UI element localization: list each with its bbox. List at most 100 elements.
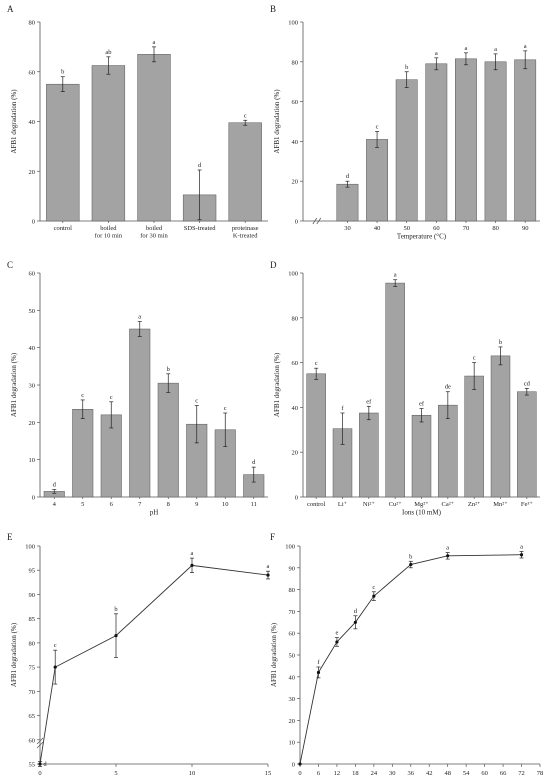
x-tick-label: Li⁺	[338, 501, 347, 508]
y-tick-label: 80	[29, 20, 36, 27]
y-tick-label: 80	[29, 640, 36, 647]
significance-label: b	[499, 339, 502, 346]
significance-label: a	[191, 550, 194, 557]
x-tick-label: 66	[500, 770, 507, 777]
significance-label: c	[376, 123, 379, 130]
significance-label: c	[473, 355, 476, 362]
y-tick-label: 50	[29, 308, 36, 315]
x-tick-label: control	[54, 225, 73, 232]
data-point	[38, 762, 42, 766]
y-tick-label: 10	[289, 740, 296, 747]
significance-label: b	[114, 606, 117, 613]
x-tick-label: 4	[53, 501, 57, 508]
y-tick-label: 85	[29, 616, 36, 623]
significance-label: cd	[524, 380, 531, 387]
y-tick-label: 100	[25, 544, 35, 551]
x-tick-label: 90	[522, 225, 529, 232]
data-point	[335, 640, 339, 644]
x-axis-label: pH	[150, 509, 159, 517]
y-tick-label: 65	[29, 713, 36, 720]
y-axis-label: AFB1 degradation (%)	[10, 89, 18, 154]
bar	[514, 59, 537, 222]
significance-label: de	[445, 384, 451, 391]
bar	[91, 65, 126, 222]
y-tick-label: 0	[295, 495, 298, 502]
data-point	[353, 620, 357, 624]
bar	[464, 375, 484, 498]
x-tick-label: SDS-treated	[184, 225, 217, 232]
bar	[490, 355, 511, 498]
y-tick-label: 0	[32, 219, 35, 226]
x-tick-label: 72	[518, 770, 525, 777]
significance-label: c	[54, 642, 57, 649]
x-tick-label: for 30 min	[140, 233, 168, 240]
x-tick-label: 0	[298, 770, 301, 777]
x-tick-label: 9	[195, 501, 198, 508]
panel-letter: D	[270, 260, 277, 270]
y-tick-label: 60	[29, 271, 36, 278]
y-tick-label: 40	[29, 119, 36, 126]
bar	[72, 409, 94, 498]
bar	[336, 183, 359, 222]
y-tick-label: 50	[289, 653, 296, 660]
y-tick-label: 60	[29, 737, 36, 744]
y-tick-label: 55	[29, 762, 36, 769]
y-tick-label: 10	[29, 457, 36, 464]
axis-break-mark	[36, 737, 44, 745]
significance-label: ab	[105, 49, 111, 56]
data-point	[266, 573, 270, 577]
y-tick-label: 70	[289, 609, 296, 616]
data-point	[190, 563, 194, 567]
y-tick-label: 90	[29, 592, 36, 599]
y-tick-label: 100	[285, 544, 295, 551]
significance-label: a	[524, 43, 527, 50]
bar	[484, 61, 507, 222]
x-tick-label: 6	[317, 770, 321, 777]
x-tick-label: proteinase	[232, 225, 259, 232]
bar	[517, 391, 537, 498]
significance-label: d	[346, 173, 350, 180]
x-tick-label: Mg²⁺	[414, 501, 428, 508]
y-tick-label: 60	[292, 360, 299, 367]
x-tick-label: 42	[426, 770, 433, 777]
significance-label: a	[138, 314, 141, 321]
y-tick-label: 95	[29, 568, 36, 575]
x-tick-label: 48	[444, 770, 451, 777]
significance-label: b	[167, 366, 170, 373]
significance-label: d	[53, 482, 57, 489]
y-tick-label: 80	[289, 587, 296, 594]
x-tick-label: 30	[389, 770, 396, 777]
significance-label: a	[267, 563, 270, 570]
significance-label: a	[520, 543, 523, 550]
y-tick-label: 0	[292, 762, 295, 769]
x-tick-label: boiled	[100, 225, 117, 232]
x-tick-label: Mn²⁺	[493, 501, 507, 508]
significance-label: c	[224, 405, 227, 412]
chart-panel-c: C 0 10 20 30 40 50 60 AFB1 degradation (%) d 4 c 5 c 6…	[7, 260, 268, 517]
series-line	[299, 554, 522, 765]
x-tick-label: 18	[352, 770, 359, 777]
panel-letter: F	[270, 532, 275, 542]
bar	[228, 122, 262, 222]
bar	[411, 414, 432, 498]
axis-break-mark	[36, 741, 44, 749]
x-tick-label: 6	[110, 501, 114, 508]
significance-label: e	[335, 630, 338, 637]
bar	[157, 382, 179, 498]
data-point	[298, 762, 302, 766]
significance-label: c	[315, 360, 318, 367]
y-tick-label: 20	[29, 420, 36, 427]
x-tick-label: 5	[81, 501, 84, 508]
x-tick-label: 40	[374, 225, 381, 232]
bar	[46, 83, 80, 222]
x-tick-label: for 10 min	[95, 233, 123, 240]
y-axis-label: AFB1 degradation (%)	[10, 352, 18, 417]
data-point	[446, 554, 450, 558]
bar	[385, 282, 405, 498]
bar	[129, 328, 151, 498]
x-tick-label: 30	[344, 225, 351, 232]
significance-label: a	[446, 545, 449, 552]
data-point	[372, 594, 376, 598]
x-tick-label: 80	[492, 225, 499, 232]
